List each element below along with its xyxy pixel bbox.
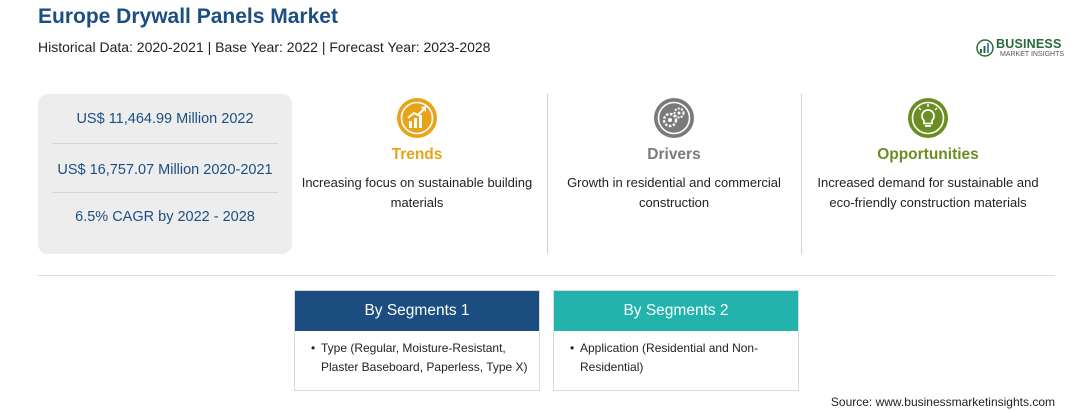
drivers-text: Growth in residential and commercial con… bbox=[567, 175, 781, 210]
logo-globe-icon bbox=[976, 39, 994, 57]
segment-1-item: Type (Regular, Moisture-Resistant, Plast… bbox=[295, 331, 539, 377]
opportunities-text: Increased demand for sustainable and eco… bbox=[817, 175, 1039, 210]
chart-growth-icon bbox=[397, 98, 437, 138]
stat-market-value-2022: US$ 11,464.99 Million 2022 bbox=[76, 111, 254, 127]
drivers-title: Drivers bbox=[647, 146, 701, 163]
segment-card-1: By Segments 1 Type (Regular, Moisture-Re… bbox=[294, 290, 540, 391]
page-title: Europe Drywall Panels Market bbox=[38, 5, 338, 28]
segment-card-2: By Segments 2 Application (Residential a… bbox=[553, 290, 799, 391]
logo-name: BUSINESS bbox=[996, 37, 1062, 51]
opportunities-title: Opportunities bbox=[877, 146, 979, 163]
column-divider bbox=[547, 94, 548, 254]
trends-column: Trends Increasing focus on sustainable b… bbox=[293, 96, 541, 213]
stat-divider bbox=[52, 143, 278, 144]
drivers-column: Drivers Growth in residential and commer… bbox=[550, 96, 798, 213]
segment-1-title: By Segments 1 bbox=[295, 291, 539, 331]
column-divider bbox=[801, 94, 802, 254]
lightbulb-icon bbox=[908, 98, 948, 138]
stat-market-value-historical: US$ 16,757.07 Million 2020-2021 bbox=[57, 162, 273, 178]
segment-2-title: By Segments 2 bbox=[554, 291, 798, 331]
segment-2-item: Application (Residential and Non-Residen… bbox=[554, 331, 798, 377]
opportunities-column: Opportunities Increased demand for susta… bbox=[804, 96, 1052, 213]
stat-divider bbox=[52, 192, 278, 193]
page-subtitle: Historical Data: 2020-2021 | Base Year: … bbox=[38, 39, 491, 55]
source-note: Source: www.businessmarketinsights.com bbox=[830, 395, 1055, 409]
business-market-insights-logo: BUSINESS MARKET INSIGHTS bbox=[975, 36, 1065, 62]
logo-tagline: MARKET INSIGHTS bbox=[1000, 51, 1065, 58]
section-divider bbox=[38, 275, 1055, 276]
market-stats-panel: US$ 11,464.99 Million 2022 US$ 16,757.07… bbox=[38, 94, 292, 254]
gears-icon bbox=[654, 98, 694, 138]
stat-cagr: 6.5% CAGR by 2022 - 2028 bbox=[75, 209, 255, 225]
trends-text: Increasing focus on sustainable building… bbox=[301, 175, 533, 210]
trends-title: Trends bbox=[391, 146, 443, 163]
